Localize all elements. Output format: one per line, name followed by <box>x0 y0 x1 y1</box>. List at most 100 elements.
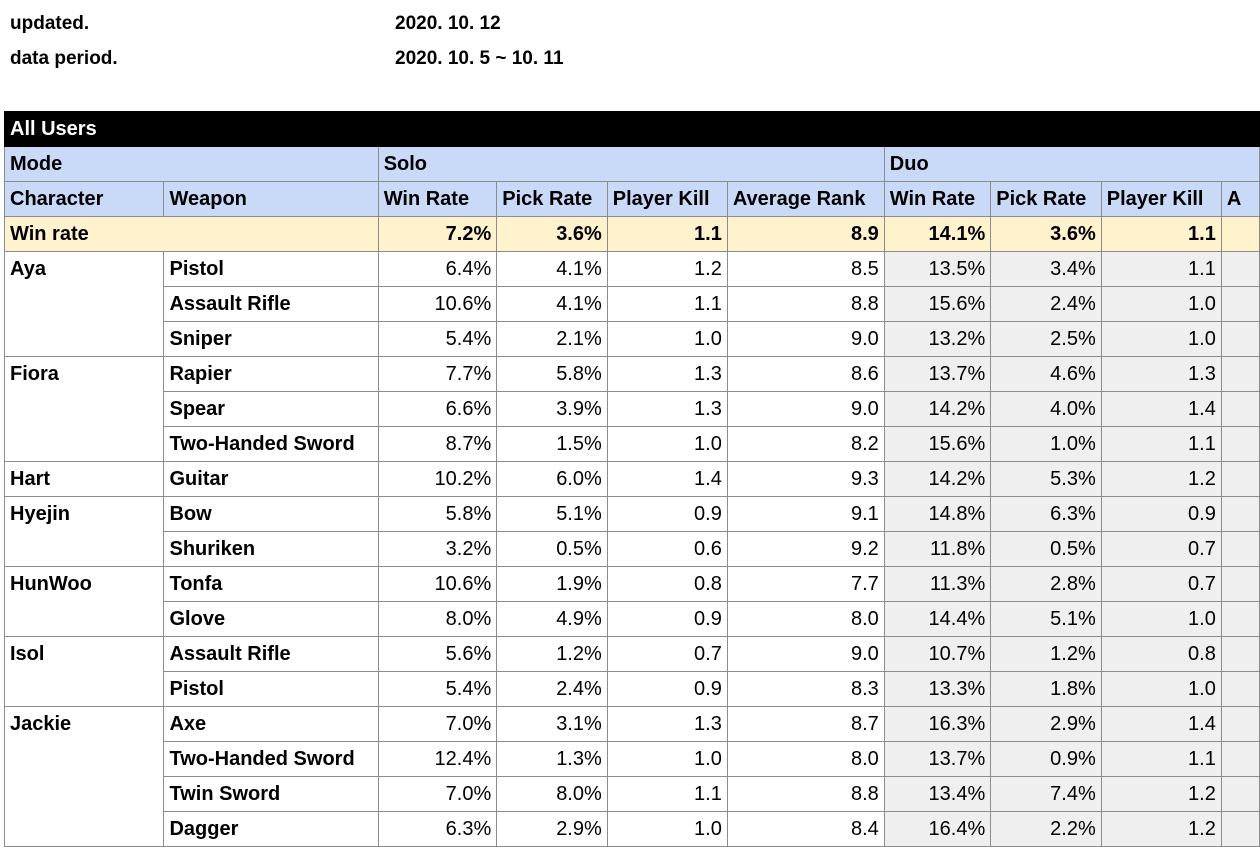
duo-pick-rate-cell: 2.9% <box>990 706 1102 742</box>
character-cell <box>3 426 165 462</box>
table-row: Two-Handed Sword 12.4% 1.3% 1.0 8.0 13.7% 0.9%… <box>3 741 1260 777</box>
solo-pick-rate-cell: 1.9% <box>496 566 608 602</box>
duo-pick-rate-cell: 2.2% <box>990 811 1102 847</box>
weapon-cell: Dagger <box>163 811 379 847</box>
duo-average-rank-cell <box>1220 636 1260 672</box>
duo-win-rate-cell: 11.8% <box>883 531 992 567</box>
table-row: Jackie Axe 7.0% 3.1% 1.3 8.7 16.3% 2.9% 1.4 <box>3 706 1260 742</box>
table-row: Assault Rifle 10.6% 4.1% 1.1 8.8 15.6% 2.4% 1.0 <box>3 286 1260 322</box>
duo-player-kill-cell: 0.8 <box>1100 636 1222 672</box>
table-row: Fiora Rapier 7.7% 5.8% 1.3 8.6 13.7% 4.6% 1.3 <box>3 356 1260 392</box>
weapon-cell: Guitar <box>163 461 379 497</box>
duo-win-rate-cell: 15.6% <box>883 286 992 322</box>
duo-win-rate-cell: 14.4% <box>883 601 992 637</box>
duo-player-kill-cell: 1.1 <box>1100 426 1222 462</box>
summary-duo-player-kill: 1.1 <box>1100 216 1222 252</box>
solo-win-rate-cell: 6.4% <box>377 251 498 287</box>
duo-pick-rate-cell: 1.2% <box>990 636 1102 672</box>
table-row: Two-Handed Sword 8.7% 1.5% 1.0 8.2 15.6% 1.0% 1… <box>3 426 1260 462</box>
solo-pick-rate-cell: 4.9% <box>496 601 608 637</box>
table-row: Hart Guitar 10.2% 6.0% 1.4 9.3 14.2% 5.3% 1.2 <box>3 461 1260 497</box>
solo-win-rate-cell: 5.6% <box>377 636 498 672</box>
duo-average-rank-cell <box>1220 776 1260 812</box>
duo-win-rate-cell: 13.3% <box>883 671 992 707</box>
duo-average-rank-cell <box>1220 496 1260 532</box>
weapon-cell: Rapier <box>163 356 379 392</box>
weapon-cell: Axe <box>163 706 379 742</box>
duo-win-rate-cell: 16.3% <box>883 706 992 742</box>
solo-average-rank-cell: 9.0 <box>726 636 885 672</box>
duo-pick-rate-cell: 7.4% <box>990 776 1102 812</box>
solo-win-rate-cell: 5.8% <box>377 496 498 532</box>
duo-player-kill-cell: 0.7 <box>1100 531 1222 567</box>
table-row: Twin Sword 7.0% 8.0% 1.1 8.8 13.4% 7.4% 1.2 <box>3 776 1260 812</box>
table-row: HunWoo Tonfa 10.6% 1.9% 0.8 7.7 11.3% 2.8% 0.7 <box>3 566 1260 602</box>
summary-label: Win rate <box>4 216 379 252</box>
weapon-cell: Pistol <box>163 671 379 707</box>
solo-average-rank-cell: 9.0 <box>726 391 885 427</box>
data-period-label: data period. <box>10 48 118 69</box>
table-row: Isol Assault Rifle 5.6% 1.2% 0.7 9.0 10.7% 1.2%… <box>3 636 1260 672</box>
duo-win-rate-cell: 14.8% <box>883 496 992 532</box>
solo-win-rate-header: Win Rate <box>377 181 498 217</box>
duo-pick-rate-cell: 2.5% <box>990 321 1102 357</box>
solo-win-rate-cell: 7.0% <box>377 776 498 812</box>
solo-win-rate-cell: 7.7% <box>377 356 498 392</box>
solo-average-rank-cell: 8.0 <box>726 741 885 777</box>
duo-average-rank-cell <box>1220 601 1260 637</box>
table-row: Spear 6.6% 3.9% 1.3 9.0 14.2% 4.0% 1.4 <box>3 391 1260 427</box>
solo-pick-rate-cell: 2.9% <box>496 811 608 847</box>
weapon-column-header: Weapon <box>163 181 379 217</box>
duo-win-rate-header: Win Rate <box>883 181 992 217</box>
summary-solo-pick-rate: 3.6% <box>496 216 608 252</box>
solo-pick-rate-cell: 0.5% <box>496 531 608 567</box>
solo-average-rank-cell: 8.0 <box>726 601 885 637</box>
solo-average-rank-cell: 9.0 <box>726 321 885 357</box>
solo-player-kill-cell: 1.3 <box>606 706 728 742</box>
solo-player-kill-cell: 1.1 <box>606 286 728 322</box>
duo-pick-rate-cell: 2.8% <box>990 566 1102 602</box>
duo-pick-rate-header: Pick Rate <box>990 181 1102 217</box>
solo-header: Solo <box>377 146 885 182</box>
duo-player-kill-cell: 1.2 <box>1100 811 1222 847</box>
duo-win-rate-cell: 14.2% <box>883 461 992 497</box>
summary-duo-pick-rate: 3.6% <box>990 216 1102 252</box>
table-row: Sniper 5.4% 2.1% 1.0 9.0 13.2% 2.5% 1.0 <box>3 321 1260 357</box>
solo-player-kill-cell: 0.9 <box>606 601 728 637</box>
duo-win-rate-cell: 13.7% <box>883 356 992 392</box>
solo-player-kill-cell: 1.3 <box>606 356 728 392</box>
summary-row: Win rate 7.2% 3.6% 1.1 8.9 14.1% 3.6% 1.… <box>4 216 1260 252</box>
summary-solo-player-kill: 1.1 <box>606 216 728 252</box>
solo-average-rank-cell: 7.7 <box>726 566 885 602</box>
solo-pick-rate-cell: 1.2% <box>496 636 608 672</box>
duo-pick-rate-cell: 3.4% <box>990 251 1102 287</box>
duo-average-rank-cell <box>1220 566 1260 602</box>
duo-pick-rate-cell: 1.0% <box>990 426 1102 462</box>
duo-average-rank-cell <box>1220 426 1260 462</box>
duo-player-kill-cell: 1.0 <box>1100 321 1222 357</box>
table-row: Pistol 5.4% 2.4% 0.9 8.3 13.3% 1.8% 1.0 <box>3 671 1260 707</box>
solo-player-kill-cell: 1.0 <box>606 426 728 462</box>
character-cell: Isol <box>3 636 165 672</box>
character-column-header: Character <box>3 181 165 217</box>
mode-header: Mode <box>4 146 379 182</box>
solo-player-kill-cell: 1.2 <box>606 251 728 287</box>
duo-pick-rate-cell: 4.0% <box>990 391 1102 427</box>
data-period-value: 2020. 10. 5 ~ 10. 11 <box>395 48 564 69</box>
solo-average-rank-cell: 8.3 <box>726 671 885 707</box>
solo-player-kill-header: Player Kill <box>606 181 728 217</box>
solo-average-rank-header: Average Rank <box>726 181 885 217</box>
table-row: Aya Pistol 6.4% 4.1% 1.2 8.5 13.5% 3.4% 1.1 <box>3 251 1260 287</box>
duo-average-rank-cell <box>1220 671 1260 707</box>
solo-player-kill-cell: 0.8 <box>606 566 728 602</box>
weapon-cell: Sniper <box>163 321 379 357</box>
duo-win-rate-cell: 10.7% <box>883 636 992 672</box>
weapon-cell: Pistol <box>163 251 379 287</box>
solo-average-rank-cell: 9.2 <box>726 531 885 567</box>
solo-win-rate-cell: 8.7% <box>377 426 498 462</box>
summary-solo-average-rank: 8.9 <box>726 216 885 252</box>
weapon-cell: Assault Rifle <box>163 636 379 672</box>
duo-win-rate-cell: 15.6% <box>883 426 992 462</box>
solo-average-rank-cell: 8.8 <box>726 286 885 322</box>
duo-player-kill-cell: 1.2 <box>1100 776 1222 812</box>
